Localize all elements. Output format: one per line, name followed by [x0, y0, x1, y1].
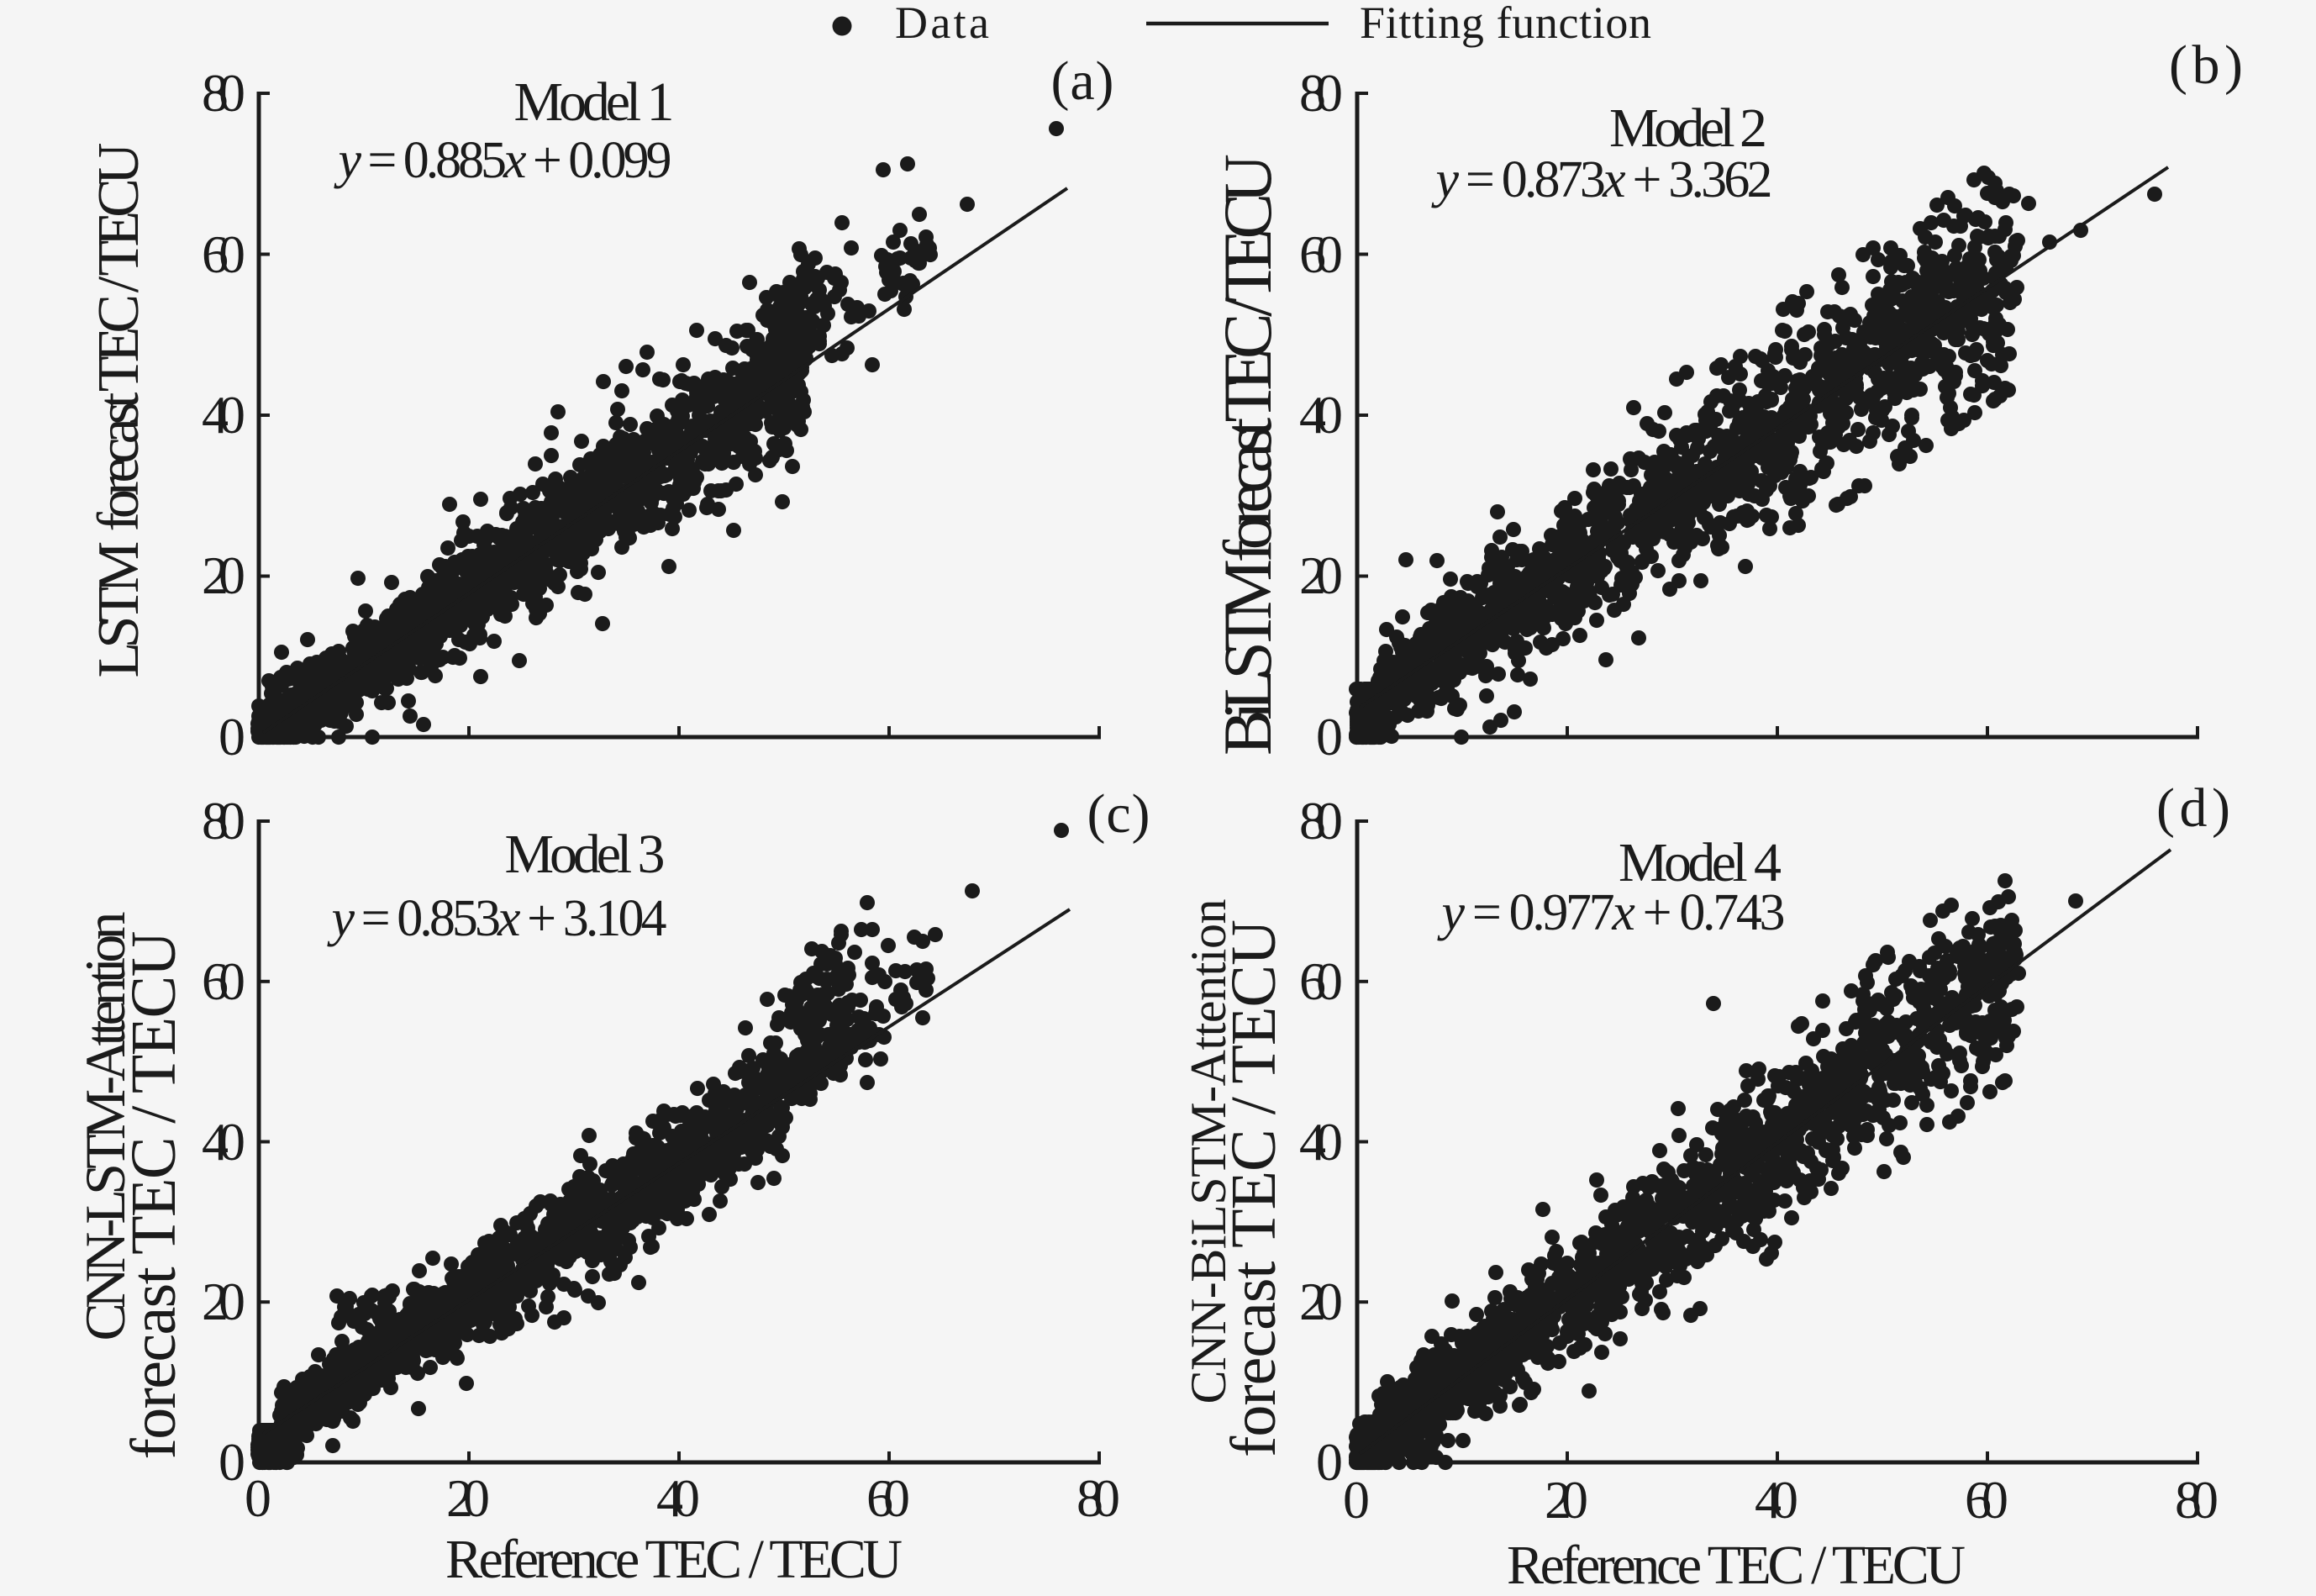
svg-text:0: 0: [218, 1432, 245, 1492]
svg-text:(b): (b): [2169, 34, 2243, 96]
svg-text:Data: Data: [895, 0, 989, 48]
svg-text:Reference TEC / TECU: Reference TEC / TECU: [1507, 1535, 1966, 1596]
svg-text:40: 40: [1299, 1112, 1343, 1172]
svg-text:0: 0: [1343, 1470, 1370, 1530]
svg-text:80: 80: [2175, 1470, 2219, 1530]
svg-text:80: 80: [202, 791, 245, 851]
svg-text:20: 20: [202, 1272, 245, 1331]
svg-text:LSTM forecast TEC / TECU: LSTM forecast TEC / TECU: [87, 143, 151, 678]
svg-text:20: 20: [446, 1468, 490, 1528]
svg-text:60: 60: [1299, 224, 1343, 284]
svg-text:y = 0.885x + 0.099: y = 0.885x + 0.099: [334, 132, 672, 189]
svg-text:0: 0: [245, 1468, 271, 1528]
svg-text:20: 20: [1299, 1272, 1343, 1331]
svg-text:(a): (a): [1051, 50, 1114, 112]
svg-text:60: 60: [1299, 951, 1343, 1011]
svg-text:Fitting function: Fitting function: [1360, 0, 1651, 48]
svg-text:20: 20: [1545, 1470, 1588, 1530]
svg-text:Model 3: Model 3: [505, 824, 666, 885]
svg-text:(d): (d): [2156, 777, 2230, 839]
svg-text:60: 60: [1965, 1470, 2008, 1530]
svg-text:40: 40: [1299, 385, 1343, 445]
svg-text:Reference TEC / TECU: Reference TEC / TECU: [445, 1529, 903, 1590]
svg-text:Model 2: Model 2: [1609, 97, 1767, 159]
svg-text:y = 0.977x + 0.743: y = 0.977x + 0.743: [1437, 884, 1786, 941]
svg-text:60: 60: [202, 224, 245, 284]
svg-text:forecast TEC / TECU: forecast TEC / TECU: [118, 931, 189, 1460]
svg-text:CNN-BiLSTM-Attention: CNN-BiLSTM-Attention: [1181, 899, 1236, 1404]
svg-text:60: 60: [866, 1468, 910, 1528]
svg-text:80: 80: [202, 63, 245, 123]
svg-text:40: 40: [202, 1112, 245, 1172]
svg-text:40: 40: [202, 385, 245, 445]
svg-text:forecast TEC / TECU: forecast TEC / TECU: [1219, 919, 1289, 1457]
svg-text:40: 40: [1755, 1470, 1798, 1530]
svg-text:Model 1: Model 1: [514, 71, 675, 133]
svg-text:CNN-LSTM-Attention: CNN-LSTM-Attention: [73, 912, 137, 1341]
svg-text:40: 40: [656, 1468, 700, 1528]
svg-text:20: 20: [1299, 545, 1343, 605]
svg-text:0: 0: [218, 707, 245, 766]
svg-text:Model 4: Model 4: [1619, 832, 1782, 893]
svg-text:0: 0: [1316, 707, 1343, 766]
svg-text:20: 20: [202, 545, 245, 605]
svg-text:y = 0.873x + 3.362: y = 0.873x + 3.362: [1431, 151, 1773, 208]
svg-text:(c): (c): [1087, 783, 1150, 845]
svg-text:60: 60: [202, 951, 245, 1011]
svg-text:0: 0: [1316, 1432, 1343, 1492]
svg-text:80: 80: [1299, 791, 1343, 851]
svg-text:y = 0.853x + 3.104: y = 0.853x + 3.104: [327, 890, 667, 947]
svg-text:80: 80: [1076, 1468, 1120, 1528]
svg-text:80: 80: [1299, 63, 1343, 123]
svg-text:BiLSTM forecast TEC / TECU: BiLSTM forecast TEC / TECU: [1209, 154, 1286, 756]
